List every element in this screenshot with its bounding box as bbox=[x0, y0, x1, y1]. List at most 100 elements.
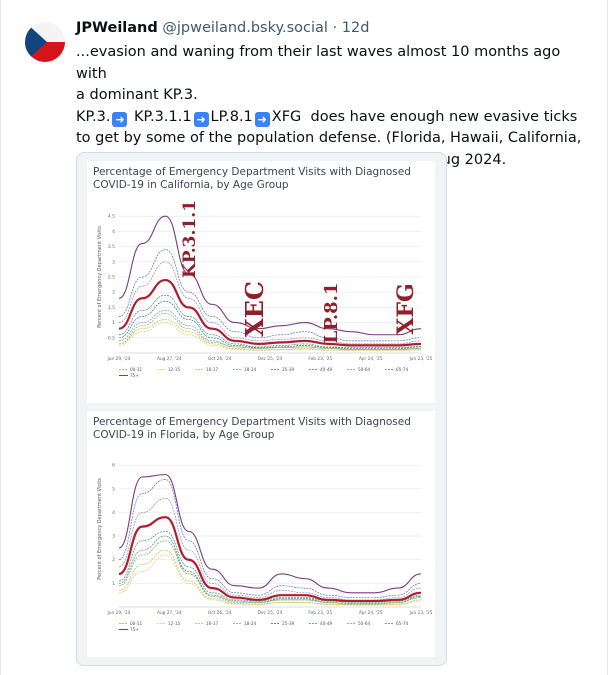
series-line-40-49 bbox=[118, 294, 422, 348]
variant-text: KP.3. bbox=[76, 108, 111, 125]
variant-annotation: KP.3.1.1 bbox=[180, 200, 200, 278]
series-line-75+ bbox=[118, 474, 422, 594]
series-line-25-39 bbox=[118, 300, 422, 349]
post-time[interactable]: 12d bbox=[341, 20, 370, 36]
y-axis-label: Percent of Emergency Department Visits bbox=[97, 478, 103, 580]
right-arrow-icon: ➜ bbox=[112, 111, 128, 127]
y-tick-label: 4 bbox=[112, 229, 115, 235]
series-line-00-11 bbox=[118, 535, 422, 604]
legend-label: 40-49 bbox=[320, 367, 333, 372]
x-tick-label: Dec 25, '24 bbox=[258, 356, 283, 362]
y-tick-label: 0.5 bbox=[108, 335, 115, 341]
y-tick-label: 2 bbox=[112, 290, 115, 296]
x-tick-label: Jun 23, '25 bbox=[409, 610, 433, 616]
y-axis-label: Percent of Emergency Department Visits bbox=[97, 226, 103, 328]
variant-annotation: XEC bbox=[240, 281, 269, 337]
x-tick-label: Feb 23, '25 bbox=[308, 610, 332, 616]
y-tick-label: 3 bbox=[112, 534, 115, 540]
post-line: a dominant KP.3. bbox=[76, 87, 198, 103]
variant-annotation: XFG bbox=[393, 283, 419, 334]
chart-title: Percentage of Emergency Department Visit… bbox=[93, 166, 411, 191]
legend-label: 40-49 bbox=[320, 621, 333, 626]
x-tick-label: Oct 26, '24 bbox=[208, 356, 232, 362]
post-line-tail: does have enough new evasive ticks bbox=[301, 108, 578, 125]
series-line-12-15 bbox=[118, 322, 422, 351]
y-tick-label: 2.5 bbox=[108, 275, 115, 281]
x-tick-label: Apr 24, '25 bbox=[359, 610, 383, 616]
post-text: ...evasion and waning from their last wa… bbox=[76, 42, 591, 171]
variant-text: LP.8.1 bbox=[210, 108, 253, 125]
legend-label: 75+ bbox=[130, 627, 139, 632]
x-tick-label: Jun 23, '25 bbox=[409, 356, 433, 362]
series-line-40-49 bbox=[118, 531, 422, 603]
y-tick-label: 4.5 bbox=[108, 214, 115, 220]
y-tick-label: 1.5 bbox=[108, 305, 115, 311]
series-line-18-24 bbox=[118, 310, 422, 350]
x-tick-label: Apr 24, '25 bbox=[359, 356, 383, 362]
y-tick-label: 3 bbox=[112, 259, 115, 265]
chart-panel-california: Percentage of Emergency Department Visit… bbox=[87, 161, 435, 403]
legend-label: 16-17 bbox=[206, 621, 219, 626]
legend-label: 12-15 bbox=[168, 621, 181, 626]
chart-title: Percentage of Emergency Department Visit… bbox=[93, 416, 411, 441]
right-arrow-icon: ➜ bbox=[254, 111, 270, 127]
post-line-variants: KP.3. ➜ KP.3.1.1 ➜ LP.8.1 ➜ XFG does have eno… bbox=[76, 107, 591, 129]
series-line-65-74 bbox=[118, 249, 422, 342]
legend-label: 50-64 bbox=[358, 621, 371, 626]
x-tick-label: Jun 29, '24 bbox=[107, 610, 131, 616]
legend-label: 12-15 bbox=[168, 367, 181, 372]
post-line: ...evasion and waning from their last wa… bbox=[76, 44, 561, 82]
florida-line-chart: 6 5 4 3 2 1 Percent of Emergency Department Vi… bbox=[97, 463, 433, 632]
variant-annotation: LP.8.1 bbox=[321, 283, 342, 344]
y-tick-label: 4 bbox=[112, 510, 115, 516]
series-line-65-74 bbox=[118, 479, 422, 598]
series-line-00-11 bbox=[118, 313, 422, 350]
x-tick-label: Aug 27, '24 bbox=[157, 610, 182, 616]
variant-text: KP.3.1.1 bbox=[134, 108, 192, 125]
legend-label: 50-64 bbox=[358, 367, 371, 372]
series-line-all bbox=[118, 278, 422, 347]
series-line-12-15 bbox=[118, 554, 422, 606]
x-tick-label: Aug 27, '24 bbox=[157, 356, 182, 362]
legend-label: 25-39 bbox=[282, 621, 295, 626]
handle[interactable]: @jpweiland.bsky.social bbox=[162, 20, 328, 36]
legend-label: 16-17 bbox=[206, 367, 219, 372]
series-line-18-24 bbox=[118, 540, 422, 605]
series-line-50-64 bbox=[118, 497, 422, 601]
separator: · bbox=[332, 20, 338, 36]
y-tick-label: 1 bbox=[112, 320, 115, 326]
y-tick-label: 6 bbox=[112, 463, 115, 469]
series-line-25-39 bbox=[118, 535, 422, 604]
y-tick-label: 2 bbox=[112, 557, 115, 563]
right-arrow-icon: ➜ bbox=[193, 111, 209, 127]
czech-flag-avatar-icon bbox=[25, 22, 65, 62]
post-line: to get by some of the population defense… bbox=[76, 130, 582, 146]
series-line-all bbox=[118, 516, 422, 603]
legend-label: 75+ bbox=[130, 373, 139, 378]
display-name[interactable]: JPWeiland bbox=[76, 20, 158, 36]
legend-label: 65-74 bbox=[396, 367, 409, 372]
legend-label: 18-24 bbox=[244, 367, 257, 372]
image-attachment[interactable]: Percentage of Emergency Department Visit… bbox=[76, 152, 447, 666]
x-tick-label: Jun 29, '24 bbox=[107, 356, 131, 362]
x-tick-label: Feb 23, '25 bbox=[308, 356, 332, 362]
avatar[interactable] bbox=[25, 22, 65, 62]
legend-label: 18-24 bbox=[244, 621, 257, 626]
y-tick-label: 1 bbox=[112, 581, 115, 587]
series-line-16-17 bbox=[118, 549, 422, 605]
x-tick-label: Oct 26, '24 bbox=[208, 610, 232, 616]
chart-panel-florida: Percentage of Emergency Department Visit… bbox=[87, 411, 435, 657]
series-line-75+ bbox=[118, 215, 422, 336]
series-line-50-64 bbox=[118, 261, 422, 345]
y-tick-label: 5 bbox=[112, 486, 115, 492]
legend-label: 65-74 bbox=[396, 621, 409, 626]
post-header: JPWeiland @jpweiland.bsky.social · 12d bbox=[76, 20, 369, 36]
legend-label: 25-39 bbox=[282, 367, 295, 372]
legend-label: 00-11 bbox=[130, 367, 143, 372]
california-line-chart: 4.5 4 3.5 3 2.5 2 1.5 1 0.5 Percent of Emergency … bbox=[97, 200, 433, 378]
variant-text: XFG bbox=[271, 108, 302, 125]
y-tick-label: 3.5 bbox=[108, 244, 115, 250]
x-tick-label: Dec 25, '24 bbox=[258, 610, 283, 616]
legend-label: 00-11 bbox=[130, 621, 143, 626]
